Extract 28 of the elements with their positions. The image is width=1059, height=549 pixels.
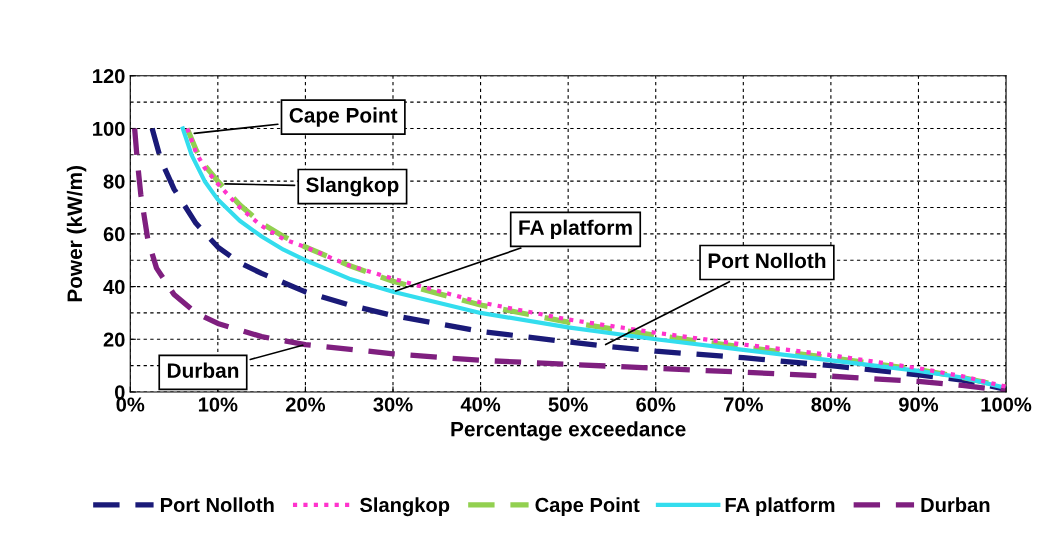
- y-axis-title: Power (kW/m): [66, 166, 87, 302]
- x-tick-label: 70%: [724, 397, 763, 412]
- x-tick-label: 60%: [636, 397, 676, 412]
- x-tick-label: 50%: [548, 397, 588, 412]
- annotation: Cape Point: [289, 107, 398, 127]
- legend-label: Slangkop: [360, 497, 450, 517]
- y-tick-label: 100: [93, 121, 125, 136]
- annotation: Port Nolloth: [708, 252, 826, 269]
- x-tick-label: 80%: [811, 397, 851, 412]
- x-tick-label: 40%: [460, 397, 501, 412]
- y-tick-label: 80: [103, 174, 125, 189]
- x-tick-label: 10%: [198, 397, 238, 412]
- legend-label: Port Nolloth: [160, 497, 274, 513]
- annotation: Slangkop: [306, 176, 399, 197]
- legend-label: FA platform: [725, 497, 835, 517]
- y-tick-label: 40: [103, 279, 125, 295]
- y-tick-label: 60: [103, 227, 125, 242]
- x-tick-label: 100%: [981, 397, 1032, 412]
- x-axis-title: Percentage exceedance: [451, 421, 686, 441]
- x-tick-label: 20%: [285, 397, 326, 412]
- y-tick-label: 120: [93, 69, 125, 84]
- y-tick-label: 20: [103, 332, 125, 347]
- annotation: Durban: [167, 362, 239, 378]
- annotation: FA platform: [519, 219, 632, 240]
- x-tick-label: 30%: [373, 397, 413, 412]
- x-tick-label: 90%: [899, 397, 939, 412]
- legend-label: Cape Point: [535, 497, 640, 517]
- legend-label: Durban: [921, 497, 990, 513]
